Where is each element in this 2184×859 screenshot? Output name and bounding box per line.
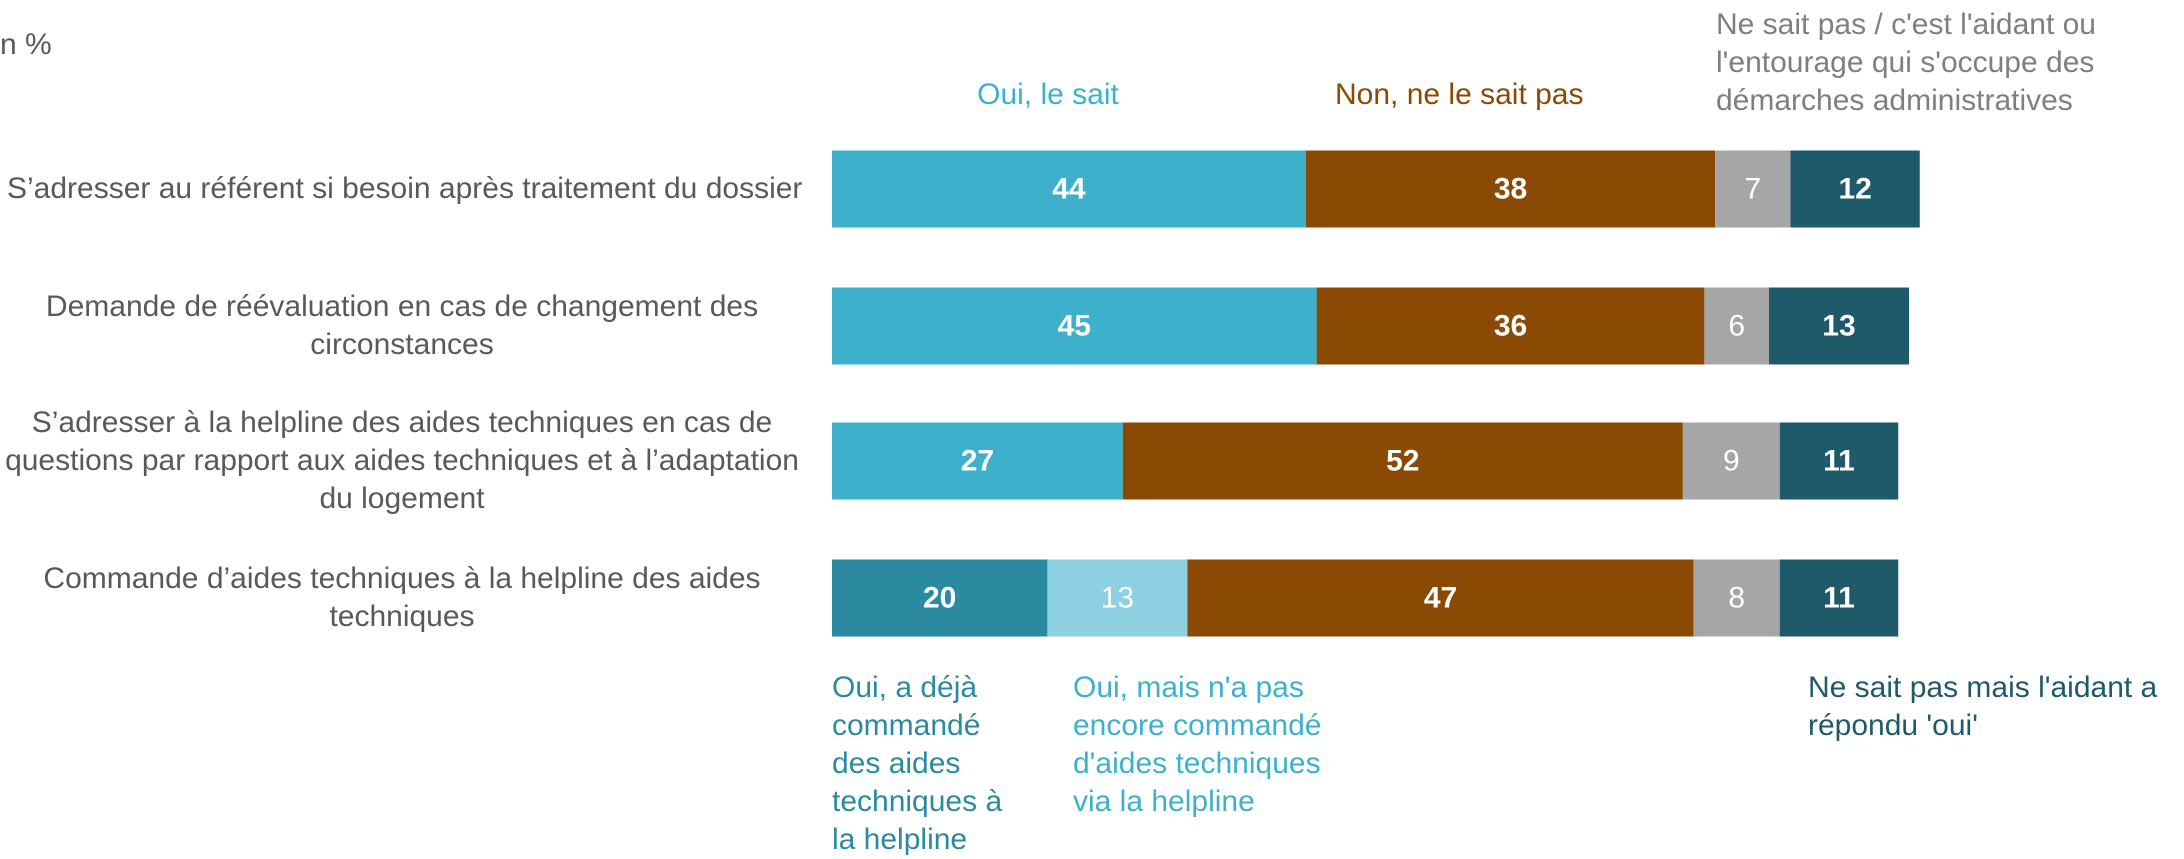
value-label: 44 xyxy=(1052,173,1086,206)
value-label: 11 xyxy=(1823,582,1855,615)
value-label: 38 xyxy=(1494,173,1527,206)
bar-segment xyxy=(1122,422,1683,500)
bar-segment xyxy=(1715,150,1791,228)
legend-label: Ne sait pas / c'est l'aidant ou l'entour… xyxy=(1716,8,2096,117)
value-label: 13 xyxy=(1101,582,1134,615)
bar-segment xyxy=(1779,559,1899,637)
legend-label: Oui, le sait xyxy=(977,78,1119,111)
value-label: 11 xyxy=(1823,445,1855,478)
category-label: S’adresser à la helpline des aides techn… xyxy=(5,406,799,515)
legend-label: Non, ne le sait pas xyxy=(1335,78,1584,111)
value-label: 52 xyxy=(1386,445,1419,478)
unit-label: n % xyxy=(0,28,52,61)
value-label: 47 xyxy=(1424,582,1457,615)
bar-segment xyxy=(1047,559,1188,637)
bar-segment xyxy=(1305,150,1716,228)
value-label: 27 xyxy=(961,445,994,478)
bar-segment xyxy=(1704,287,1769,365)
legend-label: Oui, a déjà commandé des aides technique… xyxy=(832,671,1003,856)
bar-segment xyxy=(1768,287,1909,365)
bar-segment xyxy=(1316,287,1705,365)
bar-segment xyxy=(1790,150,1920,228)
value-label: 13 xyxy=(1822,310,1855,343)
value-label: 9 xyxy=(1723,445,1740,478)
bar-segment xyxy=(832,150,1306,228)
legend-label: Oui, mais n'a pas encore commandé d'aide… xyxy=(1073,671,1322,818)
category-label: S’adresser au référent si besoin après t… xyxy=(7,172,803,205)
value-label: 20 xyxy=(923,582,956,615)
bar-segment xyxy=(832,559,1048,637)
bar-segment xyxy=(1187,559,1694,637)
bar-segment xyxy=(1682,422,1780,500)
value-label: 7 xyxy=(1744,173,1761,206)
value-label: 8 xyxy=(1728,582,1745,615)
value-label: 6 xyxy=(1728,310,1745,343)
bar-segment xyxy=(832,287,1317,365)
category-label: Commande d’aides techniques à la helplin… xyxy=(43,562,761,633)
bar-segment xyxy=(832,422,1123,500)
value-label: 36 xyxy=(1494,310,1527,343)
category-label: Demande de réévaluation en cas de change… xyxy=(45,290,759,361)
value-label: 12 xyxy=(1838,173,1871,206)
value-label: 45 xyxy=(1058,310,1091,343)
bar-segment xyxy=(1693,559,1780,637)
legend-label: Ne sait pas mais l'aidant a répondu 'oui… xyxy=(1808,671,2158,742)
bar-segment xyxy=(1779,422,1899,500)
